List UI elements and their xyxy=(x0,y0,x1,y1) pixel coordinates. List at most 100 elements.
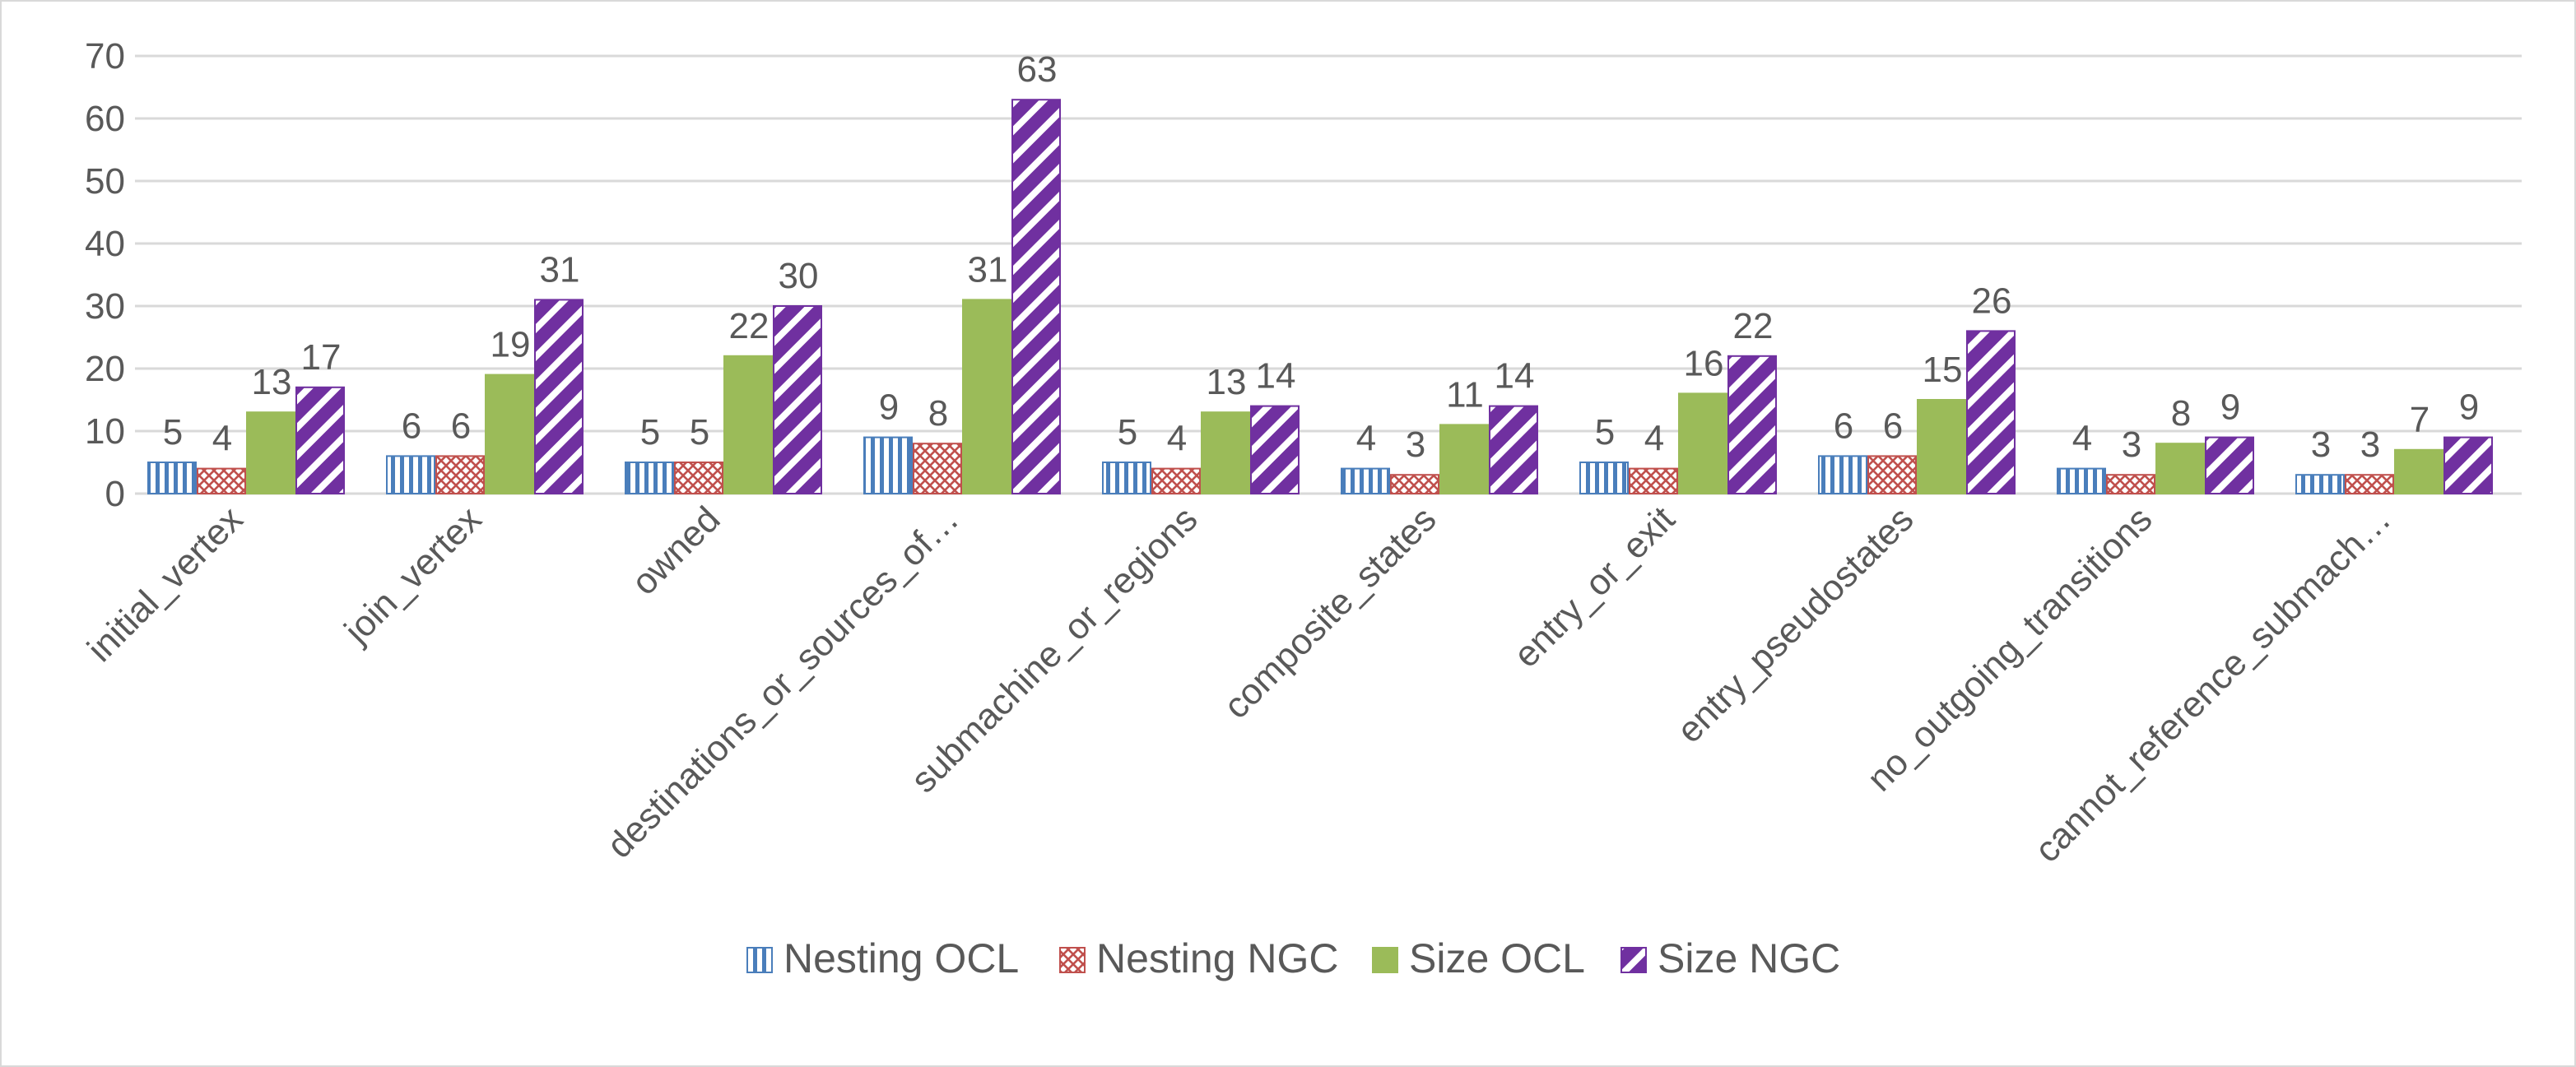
data-label: 3 xyxy=(2360,424,2380,465)
bars xyxy=(147,99,2493,495)
data-label: 19 xyxy=(491,325,531,365)
y-tick-label: 20 xyxy=(85,349,125,389)
bar-nesting-ngc xyxy=(913,443,962,495)
legend-entry: Nesting OCL xyxy=(783,935,1019,981)
bar-nesting-ngc xyxy=(197,467,246,494)
data-label: 4 xyxy=(1167,419,1187,459)
x-tick-label: owned xyxy=(624,499,728,602)
bar-size-ngc xyxy=(2205,436,2254,494)
legend-entry: Size OCL xyxy=(1409,935,1585,981)
bar-nesting-ocl xyxy=(2295,474,2345,495)
data-label: 26 xyxy=(1972,281,2012,321)
data-label: 13 xyxy=(252,362,292,402)
data-label: 4 xyxy=(1356,419,1376,459)
bar-nesting-ocl xyxy=(625,462,674,494)
data-label: 6 xyxy=(1834,406,1853,446)
y-tick-label: 10 xyxy=(85,411,125,452)
data-label: 14 xyxy=(1495,356,1535,397)
legend-swatch xyxy=(1620,947,1647,973)
data-label: 16 xyxy=(1684,343,1724,383)
bar-size-ocl xyxy=(1201,411,1250,495)
data-label: 5 xyxy=(640,412,660,452)
y-tick-label: 40 xyxy=(85,224,125,264)
bar-size-ngc xyxy=(295,386,345,494)
bar-size-ocl xyxy=(485,373,534,494)
data-label: 22 xyxy=(1733,306,1774,346)
bar-nesting-ocl xyxy=(386,455,435,495)
bar-nesting-ocl xyxy=(147,462,197,494)
bar-size-ngc xyxy=(534,299,584,494)
legend-swatch xyxy=(746,947,773,973)
bar-nesting-ngc xyxy=(1151,467,1201,494)
y-tick-label: 30 xyxy=(85,286,125,327)
bar-size-ngc xyxy=(1011,99,1061,494)
x-tick-label: entry_pseudostates xyxy=(1669,499,1921,750)
bar-nesting-ocl xyxy=(1579,462,1629,494)
data-label: 6 xyxy=(1883,406,1903,446)
bar-size-ocl xyxy=(2155,443,2205,495)
bar-nesting-ngc xyxy=(674,462,723,494)
x-tick-label: composite_states xyxy=(1216,499,1444,726)
bar-nesting-ocl xyxy=(1818,455,1867,495)
bar-nesting-ocl xyxy=(2057,467,2106,494)
bar-size-ocl xyxy=(962,299,1011,494)
bar-nesting-ngc xyxy=(1629,467,1678,494)
data-label: 22 xyxy=(729,306,770,346)
bar-nesting-ngc xyxy=(2345,474,2394,495)
x-tick-label: entry_or_exit xyxy=(1506,499,1683,675)
data-label: 5 xyxy=(1595,412,1615,452)
bar-size-ngc xyxy=(1727,355,1777,494)
bar-nesting-ocl xyxy=(1102,462,1151,494)
x-axis: initial_vertex join_vertex owneddestinatio… xyxy=(80,499,2399,870)
data-label: 9 xyxy=(2459,387,2479,428)
bar-size-ocl xyxy=(246,411,295,495)
data-label: 4 xyxy=(212,419,232,459)
y-tick-label: 70 xyxy=(85,36,125,77)
x-tick-label: initial_vertex xyxy=(80,499,251,670)
legend-entry: Nesting NGC xyxy=(1096,935,1339,981)
data-label: 8 xyxy=(2171,393,2191,434)
legend-entry: Size NGC xyxy=(1658,935,1840,981)
data-label: 3 xyxy=(2122,424,2141,465)
data-label: 5 xyxy=(1118,412,1137,452)
data-label: 30 xyxy=(779,256,819,296)
data-label: 8 xyxy=(928,393,948,434)
data-label: 5 xyxy=(690,412,709,452)
data-label: 31 xyxy=(968,249,1008,290)
bar-nesting-ngc xyxy=(1390,474,1439,495)
bar-size-ocl xyxy=(1678,392,1727,494)
bar-size-ngc xyxy=(1250,405,1300,495)
data-label: 17 xyxy=(301,337,342,378)
bar-nesting-ngc xyxy=(2106,474,2155,495)
bar-nesting-ngc xyxy=(1867,455,1917,495)
data-label: 31 xyxy=(540,249,580,290)
data-label: 14 xyxy=(1256,356,1296,397)
legend: Nesting OCL Nesting NGC Size OCL Size NGC xyxy=(746,935,1840,981)
bar-nesting-ocl xyxy=(863,436,913,494)
bar-size-ngc xyxy=(2443,436,2493,494)
data-label: 6 xyxy=(451,406,471,446)
bar-size-ngc xyxy=(1489,405,1538,495)
data-label: 3 xyxy=(2311,424,2331,465)
y-tick-label: 50 xyxy=(85,161,125,202)
bar-size-ocl xyxy=(2394,448,2443,494)
data-label: 11 xyxy=(1446,374,1484,415)
bar-size-ocl xyxy=(1917,399,1966,494)
bar-size-ocl xyxy=(1439,424,1489,495)
bar-size-ngc xyxy=(773,305,822,494)
bar-size-ocl xyxy=(723,355,773,494)
data-label: 13 xyxy=(1207,362,1247,402)
data-label: 4 xyxy=(1644,419,1664,459)
y-tick-label: 60 xyxy=(85,99,125,139)
y-tick-label: 0 xyxy=(105,474,125,514)
data-label: 63 xyxy=(1017,49,1058,90)
bar-nesting-ocl xyxy=(1341,467,1390,494)
data-label: 6 xyxy=(402,406,421,446)
data-label: 5 xyxy=(163,412,183,452)
data-label: 9 xyxy=(879,387,899,428)
legend-swatch xyxy=(1059,947,1086,973)
data-label: 15 xyxy=(1923,350,1963,390)
